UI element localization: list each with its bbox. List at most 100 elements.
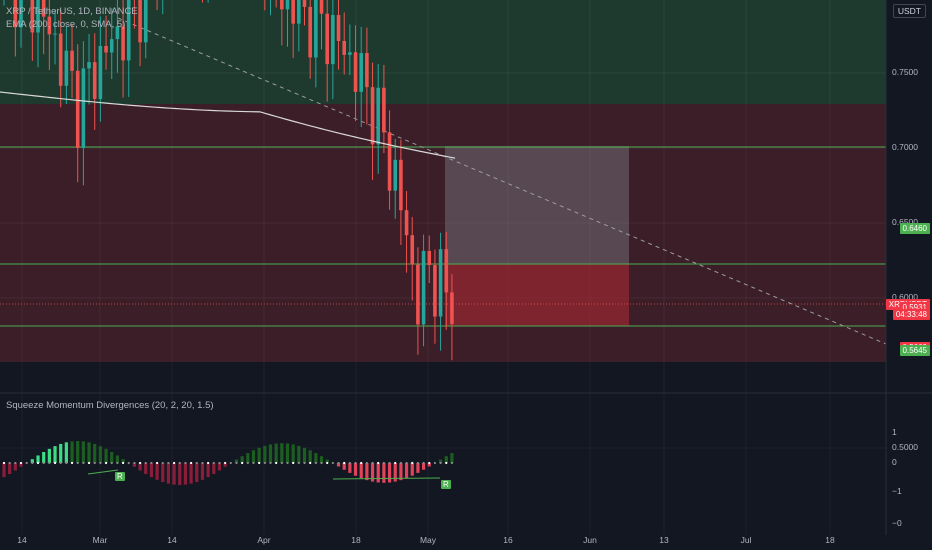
histogram-bar bbox=[393, 463, 397, 482]
squeeze-dot bbox=[450, 461, 454, 465]
squeeze-dot bbox=[31, 461, 34, 465]
histogram-bar bbox=[195, 463, 199, 483]
squeeze-dot bbox=[348, 461, 351, 465]
time-label: 13 bbox=[659, 535, 669, 545]
histogram-bar bbox=[138, 463, 142, 471]
histogram-bar bbox=[144, 463, 148, 474]
time-label: 16 bbox=[503, 535, 513, 545]
candle-body bbox=[109, 39, 114, 53]
oscillator-label: −0 bbox=[892, 518, 902, 528]
squeeze-dot bbox=[2, 461, 6, 465]
squeeze-dot bbox=[343, 461, 346, 465]
squeeze-dot bbox=[48, 461, 51, 465]
histogram-bar bbox=[59, 443, 63, 463]
time-label: Mar bbox=[92, 535, 108, 545]
symbol-legend: XRP / TetherUS, 1D, BINANCE bbox=[6, 6, 138, 17]
oscillator-label: 0 bbox=[892, 457, 897, 467]
squeeze-dot bbox=[99, 461, 102, 465]
divergence-badge: R bbox=[115, 472, 125, 481]
candle-body bbox=[444, 249, 449, 293]
histogram-bar bbox=[291, 444, 295, 463]
candle-body bbox=[365, 53, 369, 88]
squeeze-dot bbox=[246, 461, 249, 465]
price-tag: 04:33:48 bbox=[892, 309, 930, 321]
candle-body bbox=[41, 0, 46, 17]
candle-body bbox=[291, 0, 295, 24]
histogram-bar bbox=[325, 459, 329, 463]
squeeze-dot bbox=[258, 461, 261, 465]
histogram-bar bbox=[189, 463, 193, 484]
histogram-bar bbox=[206, 463, 210, 478]
histogram-bar bbox=[132, 463, 137, 467]
candle-body bbox=[404, 210, 409, 236]
histogram-bar bbox=[121, 459, 125, 463]
squeeze-dot bbox=[365, 461, 368, 465]
squeeze-dot bbox=[161, 461, 164, 465]
squeeze-dot bbox=[433, 461, 437, 465]
squeeze-dot bbox=[320, 461, 323, 465]
histogram-bar bbox=[47, 448, 51, 463]
squeeze-dot bbox=[377, 461, 380, 465]
squeeze-dot bbox=[178, 461, 181, 465]
histogram-bar bbox=[2, 463, 6, 478]
time-label: 18 bbox=[351, 535, 361, 545]
squeeze-dot bbox=[195, 461, 198, 465]
histogram-bar bbox=[19, 463, 23, 467]
squeeze-dot bbox=[303, 461, 306, 465]
histogram-bar bbox=[416, 463, 420, 473]
squeeze-dot bbox=[82, 461, 85, 465]
lower-empty bbox=[0, 362, 886, 392]
oscillator-legend: Squeeze Momentum Divergences (20, 2, 20,… bbox=[6, 400, 214, 411]
histogram-bar bbox=[8, 463, 12, 474]
squeeze-dot bbox=[207, 461, 210, 465]
histogram-bar bbox=[410, 463, 414, 476]
histogram-bar bbox=[251, 450, 256, 463]
time-label: Jul bbox=[740, 535, 752, 545]
oscillator-label: 1 bbox=[892, 427, 897, 437]
histogram-bar bbox=[87, 442, 91, 463]
candle-body bbox=[19, 0, 23, 28]
stop-box bbox=[445, 264, 629, 326]
histogram-bar bbox=[336, 463, 341, 467]
lower-zone bbox=[0, 104, 886, 362]
histogram-bar bbox=[450, 453, 454, 463]
squeeze-dot bbox=[65, 461, 68, 465]
histogram-bar bbox=[319, 456, 324, 463]
histogram-bar bbox=[36, 455, 40, 463]
squeeze-dot bbox=[280, 461, 283, 465]
divergence-line bbox=[87, 469, 119, 475]
divergence-badge: R bbox=[441, 480, 451, 489]
squeeze-dot bbox=[190, 461, 193, 465]
candle-body bbox=[98, 45, 103, 99]
squeeze-dot bbox=[121, 461, 125, 465]
candle-body bbox=[416, 264, 420, 325]
histogram-bar bbox=[93, 443, 97, 463]
squeeze-dot bbox=[173, 461, 176, 465]
squeeze-dot bbox=[399, 461, 402, 465]
squeeze-dot bbox=[138, 461, 142, 465]
squeeze-dot bbox=[104, 461, 108, 465]
squeeze-dot bbox=[416, 461, 420, 465]
squeeze-dot bbox=[263, 461, 266, 465]
candle-body bbox=[302, 0, 307, 7]
candle-body bbox=[314, 0, 318, 58]
candle-body bbox=[376, 87, 381, 145]
candle-body bbox=[143, 0, 148, 43]
price-tag: 0.5645 bbox=[899, 345, 930, 357]
time-label: 14 bbox=[17, 535, 27, 545]
squeeze-dot bbox=[337, 461, 340, 465]
histogram-bar bbox=[98, 446, 102, 463]
candle-body bbox=[427, 250, 432, 266]
candle-body bbox=[81, 68, 86, 148]
candle-body bbox=[280, 0, 284, 10]
candle-body bbox=[348, 52, 352, 55]
price-label: 0.6000 bbox=[892, 292, 918, 302]
squeeze-dot bbox=[388, 461, 391, 465]
candle-body bbox=[70, 50, 74, 71]
histogram-bar bbox=[42, 452, 46, 463]
currency-button[interactable]: USDT bbox=[892, 4, 926, 18]
squeeze-dot bbox=[70, 461, 74, 465]
squeeze-dot bbox=[439, 461, 442, 465]
histogram-bar bbox=[149, 463, 154, 478]
